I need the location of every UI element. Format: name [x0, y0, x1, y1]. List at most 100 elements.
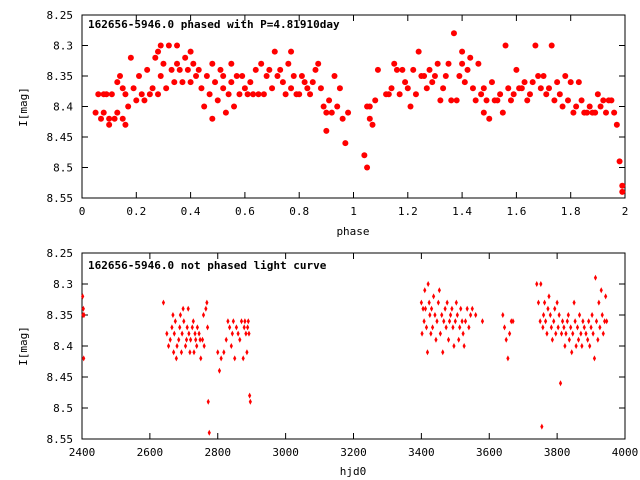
data-point: [230, 330, 234, 337]
y-axis-label: I[mag]: [17, 87, 30, 127]
data-point: [157, 73, 164, 79]
data-point: [258, 60, 265, 67]
data-point: [193, 330, 197, 337]
y-axis-label: I[mag]: [17, 326, 30, 366]
data-point: [464, 66, 471, 73]
data-point: [187, 330, 191, 337]
x-tick-label: 1.2: [398, 205, 418, 218]
data-point: [229, 343, 233, 349]
data-point: [426, 66, 433, 73]
data-point: [247, 79, 254, 86]
data-point: [429, 79, 436, 86]
data-point: [238, 336, 242, 343]
data-point: [192, 349, 196, 356]
data-point: [460, 318, 464, 325]
data-point: [198, 85, 205, 92]
data-point: [526, 91, 533, 98]
data-point: [182, 318, 186, 325]
data-point: [502, 324, 507, 331]
data-point: [505, 85, 512, 92]
data-point: [475, 60, 482, 67]
data-point: [540, 73, 547, 79]
data-point: [202, 343, 206, 349]
data-point: [114, 79, 121, 86]
data-point: [248, 398, 252, 405]
data-point: [599, 287, 603, 294]
data-point: [507, 97, 514, 104]
data-point: [573, 318, 577, 325]
data-point: [567, 79, 574, 86]
data-point: [122, 121, 129, 128]
data-point: [168, 336, 172, 343]
data-point: [453, 97, 460, 104]
data-point: [209, 60, 216, 67]
data-point: [445, 299, 449, 306]
data-point: [557, 312, 561, 318]
data-point: [541, 324, 545, 331]
x-tick-label: 3800: [544, 446, 571, 459]
data-point: [179, 349, 184, 356]
data-points: [81, 274, 609, 436]
data-point: [480, 109, 487, 116]
data-point: [508, 330, 512, 337]
data-point: [216, 349, 220, 356]
data-point: [419, 299, 423, 306]
data-point: [590, 312, 594, 318]
data-point: [603, 318, 607, 325]
data-point: [194, 336, 198, 343]
data-point: [556, 324, 560, 331]
data-point: [136, 73, 143, 79]
data-point: [402, 79, 409, 86]
data-point: [443, 305, 447, 312]
data-point: [478, 91, 485, 98]
data-point: [92, 109, 99, 116]
data-point: [298, 73, 305, 79]
data-point: [323, 109, 330, 116]
data-point: [248, 392, 252, 399]
data-point: [459, 48, 466, 55]
y-tick-label: 8.45: [47, 371, 74, 384]
data-point: [450, 30, 457, 37]
data-point: [217, 66, 224, 73]
data-point: [173, 318, 177, 325]
x-tick-label: 1.6: [506, 205, 526, 218]
data-point: [364, 164, 371, 171]
data-point: [572, 299, 576, 306]
data-point: [593, 274, 598, 281]
data-point: [245, 349, 249, 356]
data-point: [285, 60, 292, 67]
data-point: [547, 293, 551, 300]
data-point: [594, 91, 601, 98]
data-point: [157, 42, 164, 49]
data-point: [589, 324, 593, 331]
data-point: [320, 103, 327, 110]
data-point: [200, 336, 205, 343]
data-point: [246, 318, 250, 325]
data-point: [161, 299, 166, 306]
data-point: [296, 91, 303, 98]
data-point: [187, 79, 194, 86]
data-point: [431, 293, 436, 300]
data-point: [339, 115, 346, 122]
data-point: [440, 312, 444, 318]
data-point: [440, 85, 447, 92]
data-point: [119, 85, 126, 92]
y-tick-label: 8.4: [53, 101, 73, 114]
data-point: [171, 312, 175, 318]
data-point: [100, 109, 107, 116]
data-point: [205, 299, 209, 306]
data-point: [571, 330, 575, 337]
data-point: [579, 330, 583, 337]
data-point: [304, 85, 311, 92]
x-tick-label: 2: [622, 205, 629, 218]
x-tick-label: 3600: [476, 446, 503, 459]
data-point: [611, 109, 618, 116]
x-axis: 0 0.2 0.4 0.6 0.8 1 1.2 1.4 1.6 1.8 2: [79, 15, 629, 218]
data-point: [529, 79, 536, 86]
data-point: [535, 73, 542, 79]
data-point: [174, 355, 178, 362]
data-point: [361, 152, 368, 159]
data-point: [149, 85, 156, 92]
data-point: [138, 91, 145, 98]
data-point: [504, 336, 508, 343]
